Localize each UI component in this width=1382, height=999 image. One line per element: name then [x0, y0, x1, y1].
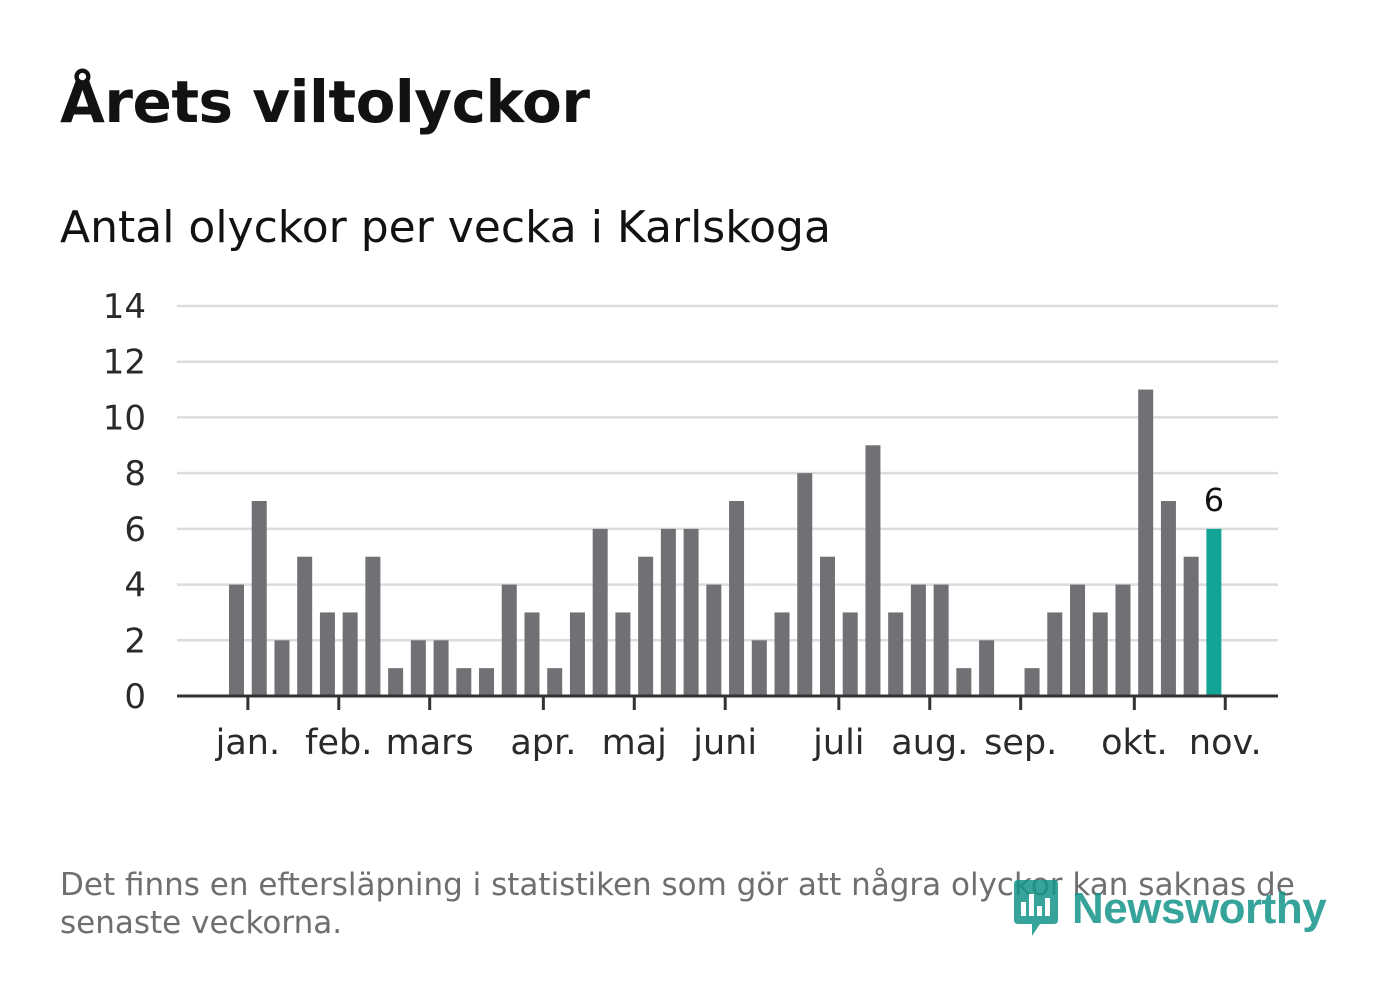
- x-tick-label: nov.: [1189, 723, 1262, 763]
- bar: [1070, 584, 1086, 696]
- bar: [1047, 612, 1063, 696]
- bar: [410, 640, 426, 696]
- x-tick-label: mars: [386, 723, 474, 763]
- bar: [319, 612, 335, 696]
- y-tick-label: 14: [103, 287, 146, 327]
- x-tick-label: aug.: [891, 723, 968, 763]
- chart-subtitle: Antal olyckor per vecka i Karlskoga: [60, 202, 831, 253]
- bar: [842, 612, 858, 696]
- newsworthy-logo-icon: [1014, 880, 1058, 936]
- bar: [865, 445, 881, 696]
- bar: [751, 640, 767, 696]
- chart-title: Årets viltolyckor: [60, 68, 590, 136]
- bar: [433, 640, 449, 696]
- bar: [956, 668, 972, 696]
- newsworthy-logo: Newsworthy: [1010, 878, 1327, 940]
- y-tick-label: 2: [124, 621, 146, 661]
- highlight-bar: [1206, 528, 1222, 696]
- bar: [388, 668, 404, 696]
- bar: [1092, 612, 1108, 696]
- y-tick-label: 6: [124, 510, 146, 550]
- bar: [910, 584, 926, 696]
- bar: [456, 668, 472, 696]
- bar: [729, 501, 745, 696]
- bar: [979, 640, 995, 696]
- bar: [251, 501, 267, 696]
- bar: [615, 612, 631, 696]
- bar: [706, 584, 722, 696]
- bar: [592, 528, 608, 696]
- bar: [1115, 584, 1131, 696]
- brand-name: Newsworthy: [1072, 884, 1327, 933]
- x-tick-label: apr.: [510, 723, 576, 763]
- footnote: Det finns en eftersläpning i statistiken…: [60, 867, 1295, 941]
- bar: [342, 612, 358, 696]
- x-tick-label: maj: [602, 723, 667, 763]
- bar: [1160, 501, 1176, 696]
- bar-chart: 0 2 4 6 8 10 12 14 6 jan. feb. mars apr. maj juni juli a…: [103, 287, 1278, 763]
- bar: [569, 612, 585, 696]
- x-tick-label: feb.: [305, 723, 372, 763]
- bar: [683, 528, 699, 696]
- bar: [479, 668, 495, 696]
- bar: [365, 556, 381, 696]
- bar: [888, 612, 904, 696]
- bar: [1024, 668, 1040, 696]
- bar: [1138, 389, 1154, 696]
- y-tick-label: 8: [124, 454, 146, 494]
- bar: [797, 473, 813, 696]
- bar: [547, 668, 563, 696]
- x-tick-label: sep.: [984, 723, 1057, 763]
- y-tick-label: 10: [103, 398, 146, 438]
- x-tick-label: jan.: [215, 723, 280, 763]
- bar: [297, 556, 313, 696]
- y-tick-label: 12: [103, 343, 146, 383]
- y-tick-label: 4: [124, 566, 146, 606]
- bar-value-label: 6: [1204, 481, 1224, 519]
- bar: [229, 584, 244, 696]
- bar: [819, 556, 835, 696]
- bar: [524, 612, 540, 696]
- y-tick-label: 0: [124, 677, 146, 717]
- x-tick-label: juli: [812, 723, 864, 763]
- bar: [1183, 556, 1199, 696]
- bar: [774, 612, 790, 696]
- bar: [501, 584, 517, 696]
- x-tick-label: juni: [692, 723, 757, 763]
- x-tick-label: okt.: [1101, 723, 1168, 763]
- bar: [660, 528, 676, 696]
- bar: [933, 584, 949, 696]
- bar: [638, 556, 654, 696]
- bar: [274, 640, 290, 696]
